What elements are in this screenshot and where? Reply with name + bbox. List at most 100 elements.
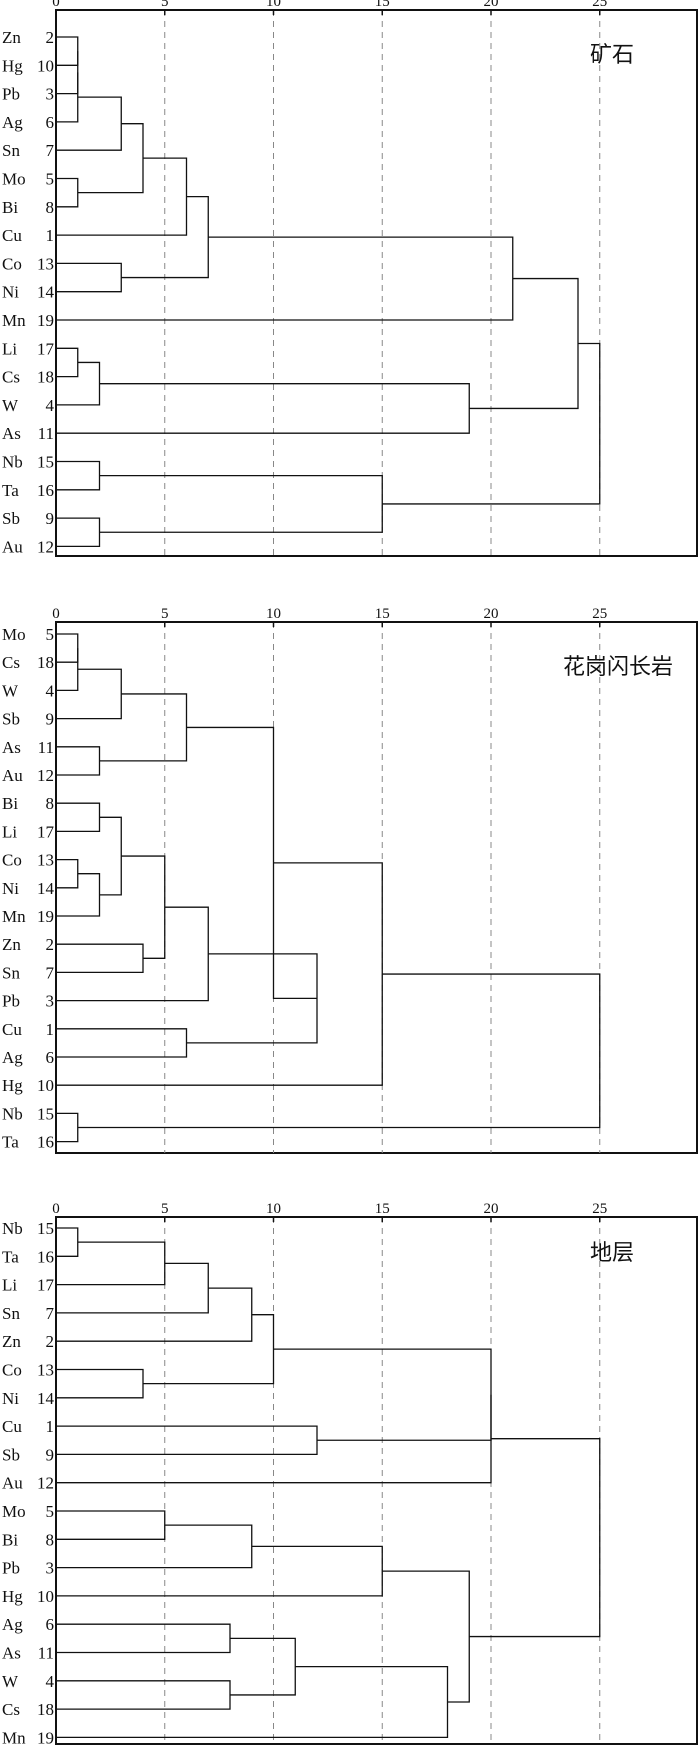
x-tick-label: 0: [52, 606, 60, 622]
x-tick-label: 5: [161, 0, 169, 10]
leaf-element-label: As: [2, 738, 21, 757]
x-tick-label: 5: [161, 1201, 169, 1217]
leaf-id-label: 2: [46, 1332, 55, 1351]
leaf-element-label: Pb: [2, 1559, 20, 1578]
leaf-id-label: 17: [37, 339, 55, 358]
leaf-id-label: 3: [46, 992, 55, 1011]
cluster-link: [56, 862, 383, 1086]
leaf-element-label: Au: [2, 537, 23, 556]
cluster-link: [56, 72, 79, 123]
leaf-id-label: 16: [37, 1133, 54, 1152]
leaf-id-label: 19: [37, 1728, 54, 1747]
leaf-id-label: 11: [38, 424, 54, 443]
x-tick-label: 10: [266, 606, 281, 622]
leaf-element-label: Ag: [2, 1048, 23, 1067]
cluster-link: [77, 123, 144, 194]
leaf-element-label: W: [2, 681, 19, 700]
leaf-element-label: Nb: [2, 1219, 23, 1238]
leaf-element-label: Cu: [2, 1417, 22, 1436]
cluster-link: [77, 973, 601, 1129]
leaf-id-label: 9: [46, 1445, 55, 1464]
leaf-element-label: Ta: [2, 1133, 19, 1152]
leaf-element-label: Li: [2, 1276, 17, 1295]
leaf-element-label: Ni: [2, 283, 19, 302]
x-tick-label: 0: [52, 1201, 60, 1217]
leaf-id-label: 13: [37, 851, 54, 870]
leaf-id-label: 4: [46, 396, 55, 415]
leaf-id-label: 7: [46, 963, 55, 982]
leaf-element-label: Cu: [2, 226, 22, 245]
leaf-element-label: Co: [2, 1361, 22, 1380]
leaf-id-label: 2: [46, 28, 55, 47]
cluster-link: [56, 633, 79, 663]
leaf-element-label: Zn: [2, 935, 21, 954]
leaf-id-label: 9: [46, 710, 55, 729]
leaf-id-label: 12: [37, 537, 54, 556]
cluster-link: [56, 943, 144, 974]
plot-frame: [55, 1216, 698, 1745]
cluster-link: [56, 383, 470, 434]
cluster-link: [56, 1680, 231, 1710]
leaf-id-label: 1: [46, 1417, 55, 1436]
leaf-element-label: Sn: [2, 963, 20, 982]
leaf-id-label: 10: [37, 1587, 54, 1606]
leaf-element-label: Nb: [2, 1104, 23, 1123]
cluster-link: [99, 475, 383, 533]
leaf-id-label: 16: [37, 1247, 54, 1266]
leaf-element-label: Co: [2, 254, 22, 273]
cluster-link: [56, 1510, 166, 1540]
cluster-link: [230, 1637, 296, 1696]
leaf-element-label: Bi: [2, 794, 18, 813]
leaf-id-label: 10: [37, 56, 54, 75]
cluster-link: [56, 517, 101, 548]
x-tick-label: 10: [266, 1201, 281, 1217]
leaf-id-label: 13: [37, 1361, 54, 1380]
cluster-link: [56, 96, 122, 151]
leaf-id-label: 8: [46, 794, 55, 813]
leaf-id-label: 16: [37, 481, 54, 500]
leaf-id-label: 18: [37, 1700, 54, 1719]
leaf-id-label: 1: [46, 1020, 55, 1039]
plot-frame: [55, 621, 698, 1154]
leaf-id-label: 8: [46, 198, 55, 217]
x-tick-label: 25: [592, 1201, 607, 1217]
cluster-link: [56, 1425, 318, 1456]
cluster-link: [56, 1394, 492, 1484]
leaf-id-label: 2: [46, 935, 55, 954]
leaf-id-label: 15: [37, 453, 54, 472]
cluster-link: [56, 1524, 253, 1569]
leaf-id-label: 3: [46, 1559, 55, 1578]
x-tick-label: 0: [52, 0, 60, 10]
x-tick-label: 25: [592, 0, 607, 10]
leaf-element-label: Sn: [2, 1304, 20, 1323]
leaf-id-label: 4: [46, 1672, 55, 1691]
leaf-element-label: Mo: [2, 625, 26, 644]
leaf-element-label: Zn: [2, 28, 21, 47]
leaf-id-label: 6: [46, 1615, 55, 1634]
leaf-element-label: Hg: [2, 56, 23, 75]
cluster-link: [56, 746, 101, 776]
x-tick-label: 20: [484, 606, 499, 622]
cluster-link: [56, 802, 101, 833]
leaf-id-label: 17: [37, 1276, 55, 1295]
leaf-element-label: Hg: [2, 1587, 23, 1606]
leaf-element-label: Mo: [2, 1502, 26, 1521]
leaf-id-label: 15: [37, 1104, 54, 1123]
cluster-link: [56, 347, 79, 378]
leaf-element-label: Bi: [2, 1530, 18, 1549]
leaf-id-label: 11: [38, 738, 54, 757]
leaf-element-label: W: [2, 1672, 19, 1691]
cluster-link: [56, 906, 209, 1002]
leaf-element-label: Ag: [2, 113, 23, 132]
cluster-link: [56, 157, 188, 236]
leaf-element-label: Mn: [2, 311, 26, 330]
cluster-link: [56, 236, 514, 321]
leaf-id-label: 15: [37, 1219, 54, 1238]
leaf-id-label: 7: [46, 141, 55, 160]
cluster-link: [382, 1570, 470, 1703]
leaf-id-label: 19: [37, 907, 54, 926]
panel-title: 矿石: [590, 43, 634, 68]
leaf-element-label: Cs: [2, 368, 20, 387]
cluster-link: [56, 1112, 79, 1143]
